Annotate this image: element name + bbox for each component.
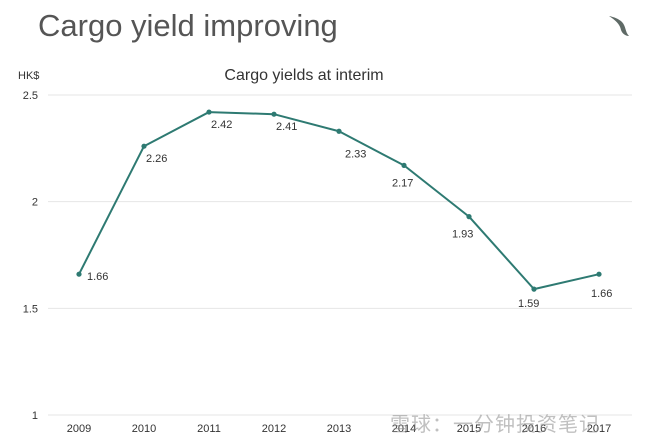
data-point	[531, 286, 537, 292]
data-label: 2.33	[345, 148, 366, 160]
y-tick-label: 2	[32, 197, 38, 209]
x-tick-label: 2017	[587, 423, 611, 435]
x-tick-label: 2009	[67, 423, 91, 435]
watermark: 雪球：一分钟投资笔记	[390, 412, 600, 436]
data-label: 2.26	[146, 153, 167, 165]
data-point	[596, 271, 602, 277]
y-tick-label: 1.5	[23, 303, 38, 315]
x-tick-label: 2014	[392, 423, 416, 435]
data-point	[466, 214, 472, 220]
data-label: 1.93	[452, 229, 473, 241]
data-point	[76, 271, 82, 277]
x-tick-label: 2012	[262, 423, 286, 435]
x-tick-label: 2011	[197, 423, 221, 435]
x-tick-label: 2013	[327, 423, 351, 435]
series-line	[78, 111, 600, 291]
data-label: 2.42	[211, 119, 232, 131]
y-tick-label: 2.5	[23, 90, 38, 102]
y-axis-unit-label: HK$	[18, 70, 40, 82]
x-tick-label: 2016	[522, 423, 546, 435]
data-label: 2.41	[276, 121, 297, 133]
airline-brushwing-logo-icon	[609, 16, 629, 36]
slide-title: Cargo yield improving	[38, 8, 338, 43]
data-point	[271, 111, 277, 117]
data-point	[141, 143, 147, 149]
x-tick-label: 2015	[457, 423, 481, 435]
y-tick-label: 1	[32, 410, 38, 422]
data-point	[336, 128, 342, 134]
data-label: 1.66	[591, 288, 612, 300]
data-point	[401, 162, 407, 168]
data-label: 2.17	[392, 177, 413, 189]
x-tick-label: 2010	[132, 423, 156, 435]
data-point	[206, 109, 212, 115]
chart-title: Cargo yields at interim	[224, 67, 384, 84]
data-label: 1.59	[518, 298, 539, 310]
data-label: 1.66	[87, 271, 108, 283]
